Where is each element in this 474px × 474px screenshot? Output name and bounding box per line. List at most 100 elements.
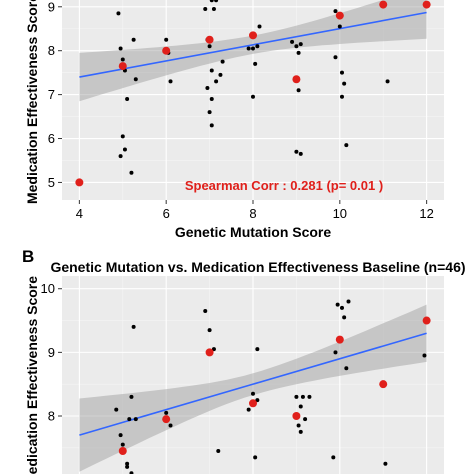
data-point: [131, 324, 136, 329]
highlighted-point: [379, 380, 388, 389]
data-point: [133, 77, 138, 82]
data-point: [339, 305, 344, 310]
highlighted-points-b: [118, 316, 431, 455]
highlighted-point: [162, 46, 171, 55]
highlighted-point: [118, 62, 127, 71]
data-point: [298, 42, 303, 47]
data-point: [168, 423, 173, 428]
data-point: [422, 353, 427, 358]
highlighted-point: [249, 399, 257, 408]
data-point: [255, 44, 260, 49]
data-point: [207, 110, 212, 115]
y-tick-label: 5: [48, 175, 55, 190]
highlighted-point: [75, 178, 84, 187]
data-point: [335, 302, 340, 307]
data-point: [298, 151, 303, 156]
data-point: [120, 134, 125, 139]
data-point: [164, 410, 169, 415]
data-point: [133, 417, 138, 422]
highlighted-points-a: [75, 0, 431, 187]
data-point: [214, 79, 219, 84]
data-point: [118, 433, 123, 438]
data-point: [209, 0, 214, 3]
panel-b-label: B: [22, 247, 34, 266]
data-point: [344, 366, 349, 371]
data-point: [385, 79, 390, 84]
data-point: [205, 86, 210, 91]
data-point: [125, 464, 130, 469]
y-axis-title-b: Medication Effectiveness Score: [24, 276, 40, 474]
spearman-annotation: Spearman Corr : 0.281 (p= 0.01 ): [185, 178, 383, 193]
data-point: [253, 455, 258, 460]
data-point: [333, 55, 338, 60]
data-point: [294, 394, 299, 399]
data-points-a: [116, 0, 390, 175]
highlighted-point: [422, 316, 431, 325]
highlighted-point: [335, 335, 344, 344]
data-point: [253, 61, 258, 66]
data-point: [127, 417, 132, 422]
highlighted-point: [118, 447, 127, 455]
data-point: [203, 6, 208, 11]
data-point: [218, 72, 223, 77]
data-point: [342, 81, 347, 86]
data-points-b: [114, 299, 427, 474]
data-point: [129, 170, 134, 175]
data-point: [300, 394, 305, 399]
confidence-band-b: [79, 304, 427, 472]
data-point: [246, 46, 251, 51]
data-point: [331, 455, 336, 460]
data-point: [120, 57, 125, 62]
data-point: [168, 79, 173, 84]
highlighted-point: [379, 0, 388, 9]
data-point: [114, 407, 119, 412]
data-point: [255, 347, 260, 352]
data-point: [333, 350, 338, 355]
y-tick-label: 9: [48, 345, 55, 360]
data-point: [251, 46, 255, 51]
highlighted-point: [422, 0, 431, 9]
data-point: [298, 429, 303, 434]
y-tick-label: 10: [41, 281, 55, 296]
data-point: [209, 68, 214, 73]
data-point: [211, 6, 216, 11]
plot-panel-a-grid: [62, 0, 444, 200]
x-tick-label: 12: [419, 206, 433, 221]
panel-a: 4 6 8 10 12 5 6 7 8 9 Spearman Corr : 0.281 (p= …: [24, 0, 444, 240]
data-point: [298, 404, 303, 409]
y-tick-label: 9: [48, 0, 55, 14]
data-point: [129, 471, 134, 474]
data-point: [118, 46, 123, 51]
data-point: [344, 143, 349, 148]
data-point: [290, 39, 295, 44]
data-point: [207, 44, 212, 49]
data-point: [164, 37, 169, 42]
data-point: [118, 154, 123, 159]
data-point: [339, 94, 344, 99]
data-point: [296, 88, 301, 93]
data-point: [342, 315, 347, 320]
highlighted-point: [205, 35, 214, 44]
x-axis-title-a: Genetic Mutation Score: [175, 224, 332, 240]
data-point: [120, 442, 125, 447]
data-point: [220, 59, 225, 64]
y-tick-label: 7: [48, 472, 55, 474]
data-point: [129, 394, 134, 399]
data-point: [333, 9, 338, 14]
y-axis-title-a: Medication Effectiveness Score: [24, 0, 40, 204]
data-point: [337, 24, 342, 29]
highlighted-point: [249, 31, 257, 40]
data-point: [346, 299, 351, 304]
highlighted-point: [335, 11, 344, 20]
data-point: [251, 391, 255, 396]
x-tick-label: 8: [249, 206, 256, 221]
data-point: [131, 37, 136, 42]
highlighted-point: [162, 415, 171, 424]
data-point: [216, 449, 221, 453]
data-point: [294, 149, 299, 154]
data-point: [209, 123, 214, 128]
x-tick-label: 6: [163, 206, 170, 221]
data-point: [246, 407, 251, 412]
panel-b: B Genetic Mutation vs. Medication Effect…: [22, 247, 466, 474]
